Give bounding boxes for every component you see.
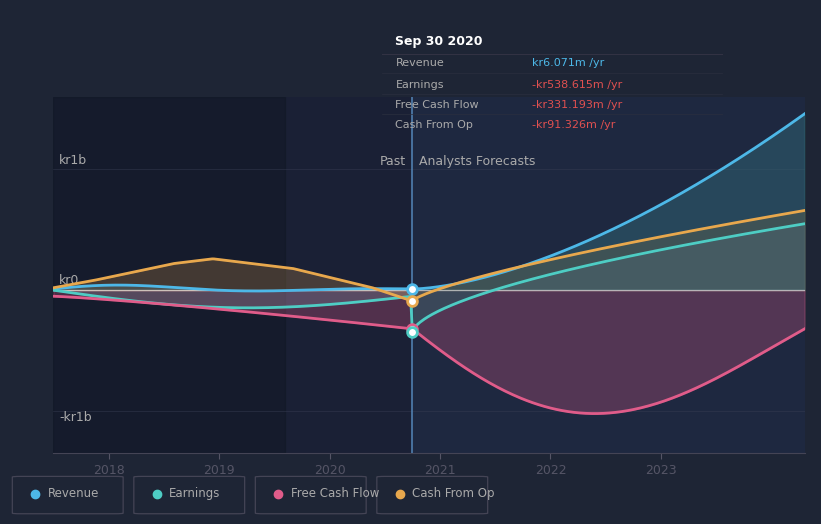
Text: kr0: kr0 xyxy=(59,274,80,287)
Text: Earnings: Earnings xyxy=(169,487,221,500)
Text: Cash From Op: Cash From Op xyxy=(412,487,494,500)
Text: -kr538.615m /yr: -kr538.615m /yr xyxy=(532,80,622,90)
Text: -kr91.326m /yr: -kr91.326m /yr xyxy=(532,119,615,130)
Text: kr6.071m /yr: kr6.071m /yr xyxy=(532,58,604,69)
Text: Cash From Op: Cash From Op xyxy=(396,119,473,130)
Text: -kr331.193m /yr: -kr331.193m /yr xyxy=(532,100,622,110)
Text: Sep 30 2020: Sep 30 2020 xyxy=(396,36,483,48)
Text: Revenue: Revenue xyxy=(48,487,99,500)
Bar xyxy=(412,97,805,453)
Text: Analysts Forecasts: Analysts Forecasts xyxy=(419,155,535,168)
Text: Earnings: Earnings xyxy=(396,80,444,90)
Text: Free Cash Flow: Free Cash Flow xyxy=(291,487,379,500)
Text: kr1b: kr1b xyxy=(59,154,87,167)
Bar xyxy=(53,97,412,453)
Text: Revenue: Revenue xyxy=(396,58,444,69)
Bar xyxy=(53,97,286,453)
Text: Past: Past xyxy=(379,155,406,168)
Text: Free Cash Flow: Free Cash Flow xyxy=(396,100,479,110)
Text: -kr1b: -kr1b xyxy=(59,411,91,424)
